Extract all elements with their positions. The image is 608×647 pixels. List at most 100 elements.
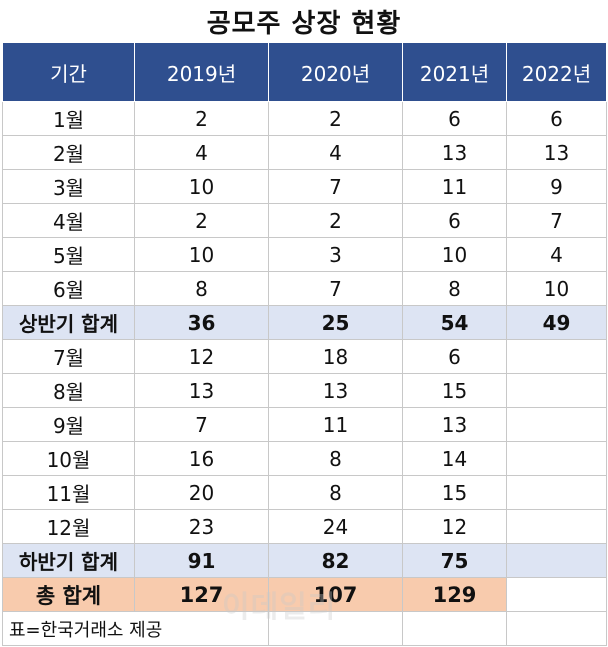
value-cell-2021: 14	[402, 441, 507, 476]
value-cell-2021: 6	[402, 339, 507, 374]
empty-cell	[506, 611, 607, 646]
value-cell-2022	[506, 407, 607, 442]
table-row: 7월 12 18 6	[2, 339, 607, 374]
header-2020: 2020년	[268, 42, 403, 102]
header-period: 기간	[2, 42, 135, 102]
source-note: 표=한국거래소 제공	[2, 611, 269, 646]
period-cell: 2월	[2, 135, 135, 170]
value-cell-2022: 9	[506, 169, 607, 204]
second-half-total-row: 하반기 합계 91 82 75	[2, 543, 607, 578]
period-cell: 1월	[2, 101, 135, 136]
value-cell-2019: 16	[134, 441, 269, 476]
value-cell-2019: 4	[134, 135, 269, 170]
value-cell-2019: 23	[134, 509, 269, 544]
subtotal-2022	[506, 543, 607, 578]
value-cell-2021: 12	[402, 509, 507, 544]
value-cell-2019: 12	[134, 339, 269, 374]
ipo-listing-table: 기간 2019년 2020년 2021년 2022년 1월 2 2 6 6 2월…	[2, 42, 607, 646]
value-cell-2020: 2	[268, 203, 403, 238]
empty-cell	[402, 611, 507, 646]
table-row: 3월 10 7 11 9	[2, 169, 607, 204]
subtotal-2019: 91	[134, 543, 269, 578]
source-row: 표=한국거래소 제공	[2, 611, 607, 646]
value-cell-2019: 8	[134, 271, 269, 306]
value-cell-2022: 13	[506, 135, 607, 170]
value-cell-2019: 20	[134, 475, 269, 510]
subtotal-2020: 25	[268, 305, 403, 340]
table-row: 11월 20 8 15	[2, 475, 607, 510]
subtotal-label: 하반기 합계	[2, 543, 135, 578]
subtotal-label: 상반기 합계	[2, 305, 135, 340]
table-row: 12월 23 24 12	[2, 509, 607, 544]
period-cell: 6월	[2, 271, 135, 306]
period-cell: 4월	[2, 203, 135, 238]
period-cell: 9월	[2, 407, 135, 442]
value-cell-2020: 7	[268, 271, 403, 306]
value-cell-2022	[506, 475, 607, 510]
table-row: 2월 4 4 13 13	[2, 135, 607, 170]
header-2022: 2022년	[506, 42, 607, 102]
table-row: 4월 2 2 6 7	[2, 203, 607, 238]
value-cell-2020: 8	[268, 475, 403, 510]
value-cell-2019: 13	[134, 373, 269, 408]
value-cell-2021: 13	[402, 407, 507, 442]
value-cell-2020: 8	[268, 441, 403, 476]
grand-total-2022	[506, 577, 607, 612]
subtotal-2021: 75	[402, 543, 507, 578]
period-cell: 3월	[2, 169, 135, 204]
value-cell-2022: 6	[506, 101, 607, 136]
value-cell-2022	[506, 373, 607, 408]
value-cell-2021: 6	[402, 101, 507, 136]
value-cell-2020: 4	[268, 135, 403, 170]
value-cell-2020: 11	[268, 407, 403, 442]
value-cell-2020: 18	[268, 339, 403, 374]
period-cell: 11월	[2, 475, 135, 510]
value-cell-2022	[506, 339, 607, 374]
table-row: 1월 2 2 6 6	[2, 101, 607, 136]
period-cell: 12월	[2, 509, 135, 544]
grand-total-row: 총 합계 127 107 129	[2, 577, 607, 612]
period-cell: 5월	[2, 237, 135, 272]
header-row: 기간 2019년 2020년 2021년 2022년	[2, 42, 607, 102]
table-title: 공모주 상장 현황	[206, 8, 402, 39]
value-cell-2020: 7	[268, 169, 403, 204]
value-cell-2022: 4	[506, 237, 607, 272]
header-2019: 2019년	[134, 42, 269, 102]
period-cell: 7월	[2, 339, 135, 374]
value-cell-2019: 2	[134, 101, 269, 136]
value-cell-2020: 13	[268, 373, 403, 408]
value-cell-2022	[506, 509, 607, 544]
first-half-total-row: 상반기 합계 36 25 54 49	[2, 305, 607, 340]
table-row: 6월 8 7 8 10	[2, 271, 607, 306]
value-cell-2020: 3	[268, 237, 403, 272]
table-row: 5월 10 3 10 4	[2, 237, 607, 272]
value-cell-2020: 2	[268, 101, 403, 136]
subtotal-2021: 54	[402, 305, 507, 340]
value-cell-2022	[506, 441, 607, 476]
empty-cell	[268, 611, 403, 646]
value-cell-2021: 13	[402, 135, 507, 170]
subtotal-2019: 36	[134, 305, 269, 340]
value-cell-2021: 6	[402, 203, 507, 238]
table-row: 10월 16 8 14	[2, 441, 607, 476]
value-cell-2019: 10	[134, 169, 269, 204]
value-cell-2022: 10	[506, 271, 607, 306]
watermark-logo: 이데일리	[222, 590, 337, 625]
table-row: 8월 13 13 15	[2, 373, 607, 408]
table-row: 9월 7 11 13	[2, 407, 607, 442]
header-2021: 2021년	[402, 42, 507, 102]
value-cell-2021: 10	[402, 237, 507, 272]
period-cell: 10월	[2, 441, 135, 476]
period-cell: 8월	[2, 373, 135, 408]
value-cell-2022: 7	[506, 203, 607, 238]
subtotal-2020: 82	[268, 543, 403, 578]
value-cell-2021: 11	[402, 169, 507, 204]
value-cell-2021: 15	[402, 373, 507, 408]
value-cell-2021: 15	[402, 475, 507, 510]
value-cell-2019: 7	[134, 407, 269, 442]
value-cell-2021: 8	[402, 271, 507, 306]
value-cell-2020: 24	[268, 509, 403, 544]
value-cell-2019: 10	[134, 237, 269, 272]
grand-total-2021: 129	[402, 577, 507, 612]
grand-total-label: 총 합계	[2, 577, 135, 612]
